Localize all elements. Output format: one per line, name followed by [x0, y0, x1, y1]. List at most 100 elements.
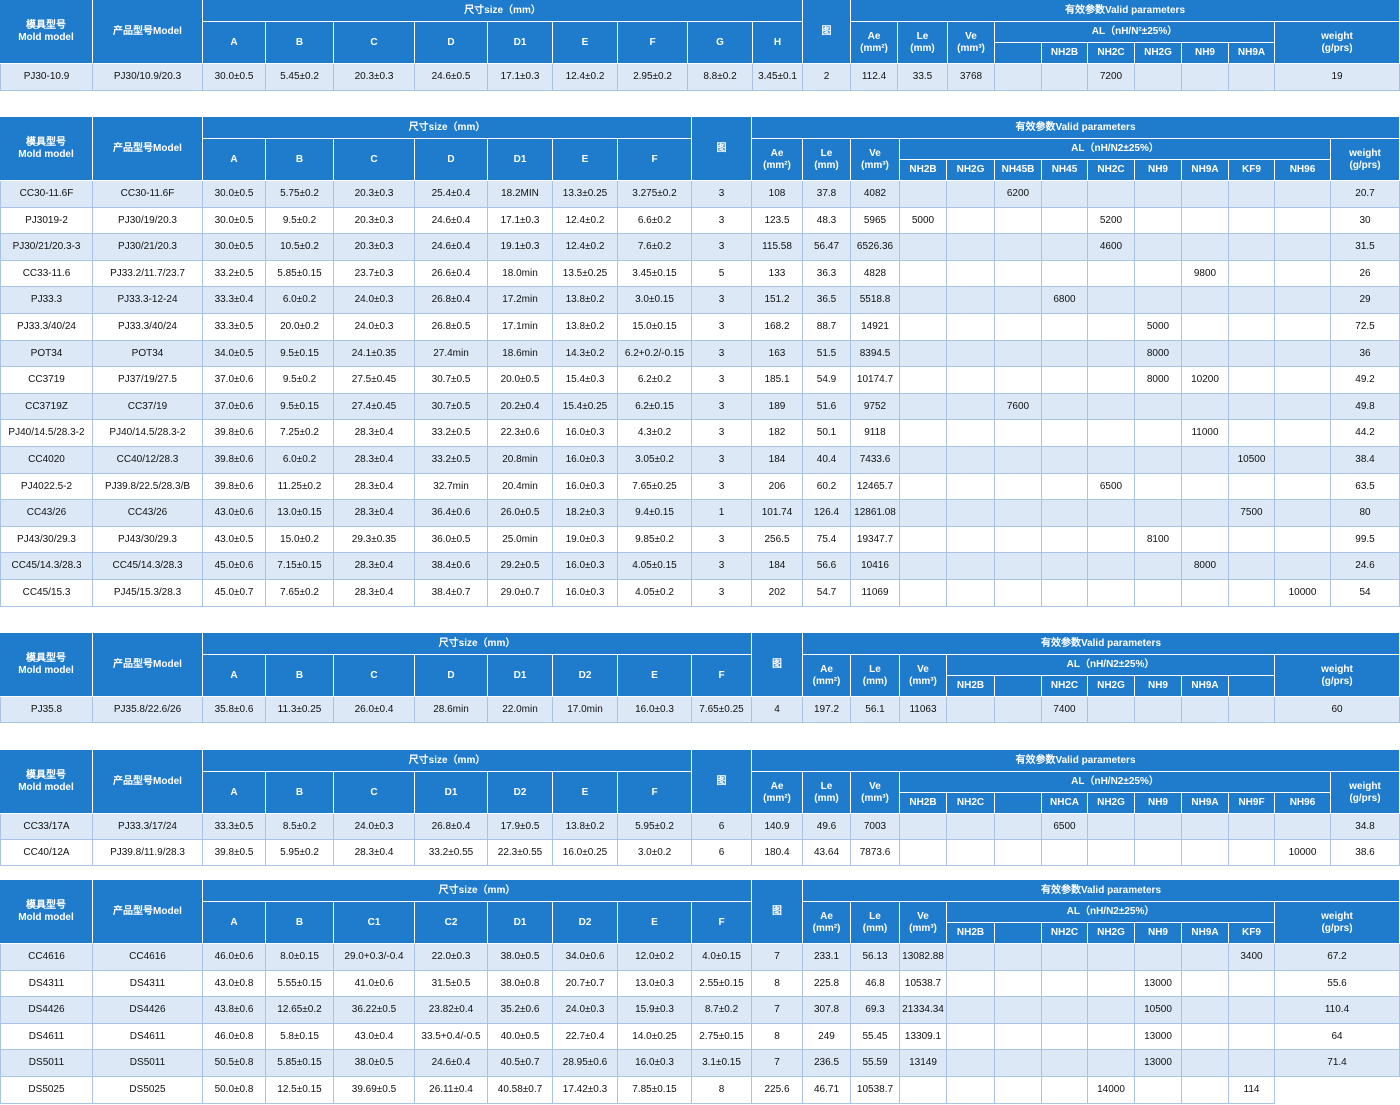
data-cell: 5 — [692, 261, 752, 287]
data-cell: 44.2 — [1331, 420, 1400, 447]
data-cell — [947, 208, 995, 234]
data-cell: 17.2min — [488, 287, 553, 314]
al-column-header: NH2B — [900, 160, 947, 181]
cell-text: D1 — [513, 669, 527, 681]
param-column-header: Ve (mm³) — [851, 772, 900, 814]
data-cell: 39.8±0.5 — [203, 840, 266, 866]
data-cell: 5200 — [1088, 208, 1135, 234]
data-cell: 63.5 — [1331, 474, 1400, 500]
cell-text: 3 — [718, 587, 725, 598]
cell-text: 9.5±0.2 — [282, 374, 317, 385]
data-cell — [1042, 261, 1088, 287]
data-cell — [947, 314, 995, 341]
data-cell: 20.8min — [488, 447, 553, 474]
cell-text: 11.25±0.2 — [277, 480, 322, 492]
data-cell: 3.45±0.1 — [753, 64, 803, 91]
figure-header: 图 — [692, 750, 752, 814]
data-cell — [900, 1077, 947, 1104]
cell-text: 14000 — [1097, 1084, 1125, 1095]
al-column-header: NH9F — [1229, 793, 1275, 814]
data-cell — [1088, 553, 1135, 580]
cell-text: DS4426 — [129, 1004, 166, 1015]
cell-text: AL（nH/N2±25%） — [1066, 906, 1155, 917]
data-cell: 16.0±0.3 — [618, 697, 692, 723]
data-cell: 101.74 — [752, 500, 803, 527]
cell-text: (g/prs) — [1321, 42, 1353, 54]
data-cell: 29.2±0.5 — [488, 553, 553, 580]
cell-text: 12.4±0.2 — [565, 214, 605, 226]
cell-text: 40.58±0.7 — [497, 1084, 543, 1095]
data-cell: 180.4 — [752, 840, 803, 866]
data-cell — [995, 447, 1042, 474]
data-cell — [1182, 474, 1229, 500]
data-cell: 10.5±0.2 — [266, 234, 334, 261]
cell-text: 13.8±0.2 — [565, 294, 605, 305]
al-column-header: NH9 — [1135, 923, 1182, 944]
data-cell: 33.3±0.5 — [203, 314, 266, 341]
cell-text: 17.1±0.3 — [500, 214, 540, 226]
cell-text: 7.6±0.2 — [637, 241, 672, 252]
data-cell: DS5011 — [0, 1050, 93, 1077]
cell-text: 43.0±0.4 — [354, 1030, 394, 1042]
data-cell: 11.25±0.2 — [266, 474, 334, 500]
data-cell — [995, 287, 1042, 314]
cell-text: 60 — [1331, 703, 1343, 715]
cell-text: 6500 — [1053, 820, 1076, 832]
data-cell: 20.3±0.3 — [334, 64, 415, 91]
data-cell: 75.4 — [803, 527, 851, 553]
cell-text: 18.6min — [502, 347, 538, 359]
data-cell: 30 — [1331, 208, 1400, 234]
cell-text: 26.6±0.4 — [431, 267, 471, 279]
cell-text: 35.8±0.6 — [214, 703, 254, 715]
data-cell: 8.5±0.2 — [266, 814, 334, 840]
data-cell — [1275, 814, 1331, 840]
cell-text: CC30-11.6F — [19, 188, 74, 199]
data-cell: 39.69±0.5 — [334, 1077, 415, 1104]
data-cell: 10538.7 — [851, 1077, 900, 1104]
data-cell: PJ33.2/11.7/23.7 — [93, 261, 203, 287]
data-cell — [947, 234, 995, 261]
cell-text: DS5025 — [28, 1084, 65, 1095]
cell-text: 28.95±0.6 — [562, 1057, 608, 1068]
cell-text: 5.85±0.15 — [277, 1057, 322, 1068]
cell-text: 3.05±0.2 — [635, 454, 674, 465]
data-cell: 32.7min — [415, 474, 488, 500]
data-cell — [1229, 261, 1275, 287]
cell-text: CC3719Z — [25, 400, 68, 412]
cell-text: 18.0min — [502, 267, 538, 279]
cell-text: 8100 — [1146, 533, 1170, 545]
cell-text: 26.8±0.4 — [431, 820, 471, 832]
data-cell — [995, 1050, 1042, 1077]
cell-text: 69.3 — [865, 1004, 885, 1015]
data-cell: 5965 — [851, 208, 900, 234]
data-cell: 43.0±0.8 — [203, 971, 266, 997]
data-cell: DS5011 — [93, 1050, 203, 1077]
cell-text: 16.0±0.3 — [565, 427, 605, 438]
cell-text: 10.5±0.2 — [280, 241, 319, 252]
cell-text: 64 — [1331, 1030, 1343, 1042]
cell-text: DS4311 — [28, 977, 65, 989]
cell-text: 5518.8 — [859, 294, 891, 305]
cell-text: 图 — [772, 905, 782, 917]
cell-text: 49.6 — [816, 820, 837, 832]
data-cell — [995, 420, 1042, 447]
data-cell — [995, 234, 1042, 261]
cell-text: CC40/12/28.3 — [116, 454, 179, 465]
cell-text: 30.0±0.5 — [214, 214, 254, 226]
cell-text: 有效参数Valid parameters — [1040, 884, 1162, 896]
cell-text: 3 — [718, 347, 725, 359]
data-cell: DS4426 — [93, 997, 203, 1024]
data-cell: 28.3±0.4 — [334, 474, 415, 500]
cell-text: 有效参数Valid parameters — [1040, 637, 1162, 649]
data-cell: 10416 — [851, 553, 900, 580]
cell-text: 6.2±0.2 — [637, 374, 672, 385]
data-cell: PJ30/21/20.3-3 — [0, 234, 93, 261]
cell-text: 48.3 — [816, 214, 837, 226]
data-cell — [947, 500, 995, 527]
data-cell: 4828 — [851, 261, 900, 287]
cell-text: 45.0±0.7 — [214, 587, 254, 598]
cell-text: 15.4±0.25 — [562, 400, 608, 412]
cell-text: 27.4±0.45 — [351, 400, 397, 412]
cell-text: (g/prs) — [1321, 675, 1353, 687]
cell-text: 19347.7 — [856, 533, 894, 545]
